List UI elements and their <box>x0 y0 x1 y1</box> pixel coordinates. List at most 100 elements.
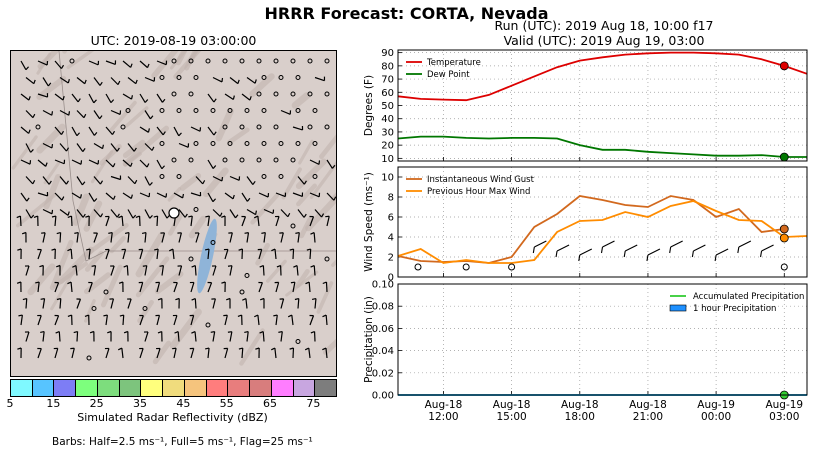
wind-barb <box>262 265 265 276</box>
wind-barb <box>263 208 274 215</box>
wind-barb <box>258 192 269 198</box>
wind-barb-flag <box>51 143 54 149</box>
wind-barb-flag <box>178 132 182 137</box>
calm-circle <box>324 124 330 130</box>
wind-barb <box>275 192 286 198</box>
wind-barb <box>314 76 325 82</box>
colorbar-tick-label: 55 <box>219 397 234 410</box>
calm-circle <box>261 75 267 80</box>
terrain-ridge <box>11 135 38 170</box>
x-tick-label: 21:00 <box>633 411 663 423</box>
wind-barb <box>534 240 547 248</box>
wind-barb-flag <box>254 79 257 84</box>
y-axis-label: Precipitation (in) <box>363 296 375 383</box>
wind-barb-flag <box>79 194 82 199</box>
wind-barb-flag <box>669 246 672 254</box>
wind-barb-flag <box>123 330 129 334</box>
terrain-ridge <box>83 223 129 258</box>
wind-barb <box>579 248 593 256</box>
wind-barb <box>54 215 57 227</box>
y-tick-label: 0.08 <box>372 302 394 313</box>
calm-circle <box>278 174 284 179</box>
calm-circle <box>295 339 301 344</box>
y-tick-label: 0 <box>388 273 394 284</box>
wind-barb-flag <box>305 281 310 285</box>
wind-barb-flag <box>65 180 69 185</box>
colorbar-segment <box>184 380 207 396</box>
wind-barb-flag <box>56 297 61 301</box>
wind-barb-flag <box>191 330 196 334</box>
wind-barb-flag <box>135 215 140 219</box>
wind-barb-flag <box>47 82 52 87</box>
terrain-map <box>10 50 337 377</box>
colorbar-segment <box>76 380 98 396</box>
wind-barb-flag <box>26 197 30 202</box>
wind-barb-flag <box>161 165 165 170</box>
wind-barb <box>309 216 315 227</box>
wind-barb <box>105 192 114 200</box>
wind-barb-flag <box>261 231 266 234</box>
wind-barb <box>88 248 91 260</box>
wind-barb-flag <box>86 248 91 251</box>
wind-barb <box>263 232 266 243</box>
wind-barb <box>139 348 144 359</box>
wind-barb <box>297 232 300 243</box>
wind-barb-flag <box>555 250 558 258</box>
terrain-ridge <box>291 92 311 109</box>
wind-barb <box>156 60 167 66</box>
terrain-ridge <box>167 213 183 236</box>
plot-frame <box>397 166 808 278</box>
wind-barb-flag <box>184 213 188 218</box>
wind-barb-flag <box>77 98 81 103</box>
wind-barb <box>25 298 28 309</box>
wind-barb-flag <box>93 131 98 136</box>
wind-barb-flag <box>18 314 23 317</box>
wind-barb-flag <box>276 264 281 268</box>
calm-wind-circle <box>462 263 470 271</box>
wind-barb <box>105 249 110 260</box>
calm-circle <box>256 157 262 163</box>
wind-barb <box>207 192 214 202</box>
series-line <box>397 200 808 264</box>
wind-barb-flag <box>191 297 196 301</box>
terrain-ridge <box>122 139 146 159</box>
legend-swatch <box>669 304 687 312</box>
wind-barb <box>241 93 251 101</box>
wind-barb <box>105 348 110 359</box>
series-line <box>397 51 808 102</box>
wind-barb <box>59 143 67 152</box>
calm-circle <box>256 91 262 97</box>
terrain-ridge <box>84 299 96 323</box>
colorbar-segment <box>119 380 142 396</box>
wind-barb-flag <box>16 215 21 219</box>
calm-circle <box>324 58 330 64</box>
calm-circle <box>295 141 301 146</box>
wind-barb <box>314 298 317 309</box>
calm-circle <box>222 58 228 64</box>
wind-barb-flag <box>100 213 104 218</box>
y-axis-label: Degrees (F) <box>363 75 375 136</box>
wind-barb <box>37 159 47 167</box>
calm-circle <box>210 108 216 113</box>
wind-barb <box>173 348 177 359</box>
wind-barb <box>308 281 311 293</box>
wind-barb-flag <box>578 254 581 262</box>
wind-barb-flag <box>246 197 251 202</box>
wind-barb <box>297 176 305 185</box>
wind-barb-flag <box>182 193 185 199</box>
wind-barb <box>275 315 278 326</box>
wind-barb-flag <box>51 215 57 218</box>
wind-barb-flag <box>67 215 72 219</box>
wind-barb <box>54 126 62 135</box>
calm-circle <box>307 58 313 64</box>
wind-barb-flag <box>714 254 717 262</box>
wind-barb <box>37 348 42 359</box>
wind-barb <box>93 232 98 243</box>
colorbar-segment <box>228 380 251 396</box>
wind-barb <box>212 265 217 276</box>
wind-barb-flag <box>35 281 40 284</box>
wind-barb-flag <box>295 231 300 234</box>
wind-barb <box>246 232 250 243</box>
wind-barb-flag <box>56 264 61 268</box>
wind-barb-flag <box>532 246 535 254</box>
